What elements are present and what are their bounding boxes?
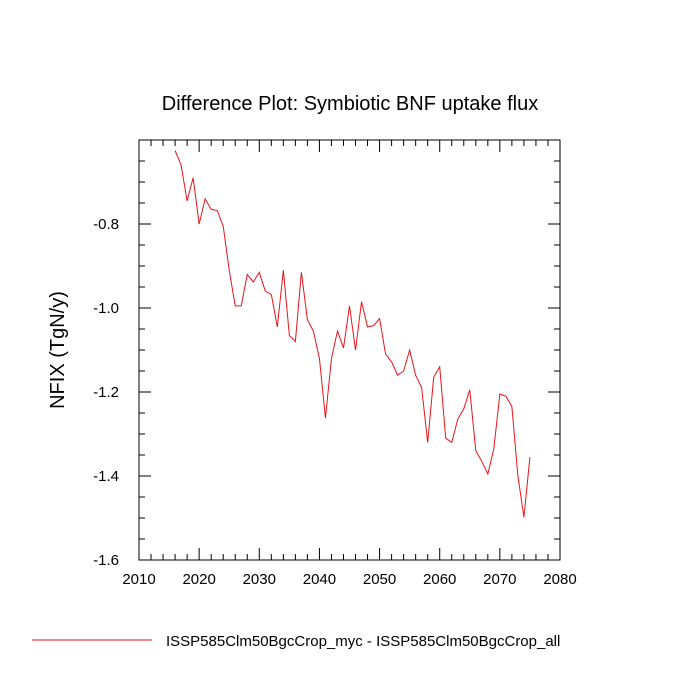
y-tick-label: -1.2 [93,384,119,401]
y-tick-label: -1.0 [93,300,119,317]
x-tick-label: 2040 [303,571,336,588]
y-tick-label: -1.4 [93,468,119,485]
plot-area: 2010 2020 2030 2040 2050 2060 2070 2080 -1.6 -1.4… [93,139,577,588]
y-axis-label: NFIX (TgN/y) [47,291,69,409]
chart-title: Difference Plot: Symbiotic BNF uptake fl… [162,93,538,115]
x-tick-label: 2060 [423,571,456,588]
x-tick-label: 2010 [122,571,155,588]
x-tick-label: 2070 [483,571,516,588]
x-tick-label: 2050 [363,571,396,588]
y-tick-label: -1.6 [93,552,119,569]
legend-label: ISSP585Clm50BgcCrop_myc - ISSP585Clm50Bg… [166,633,560,650]
x-tick-label: 2030 [243,571,276,588]
legend: ISSP585Clm50BgcCrop_myc - ISSP585Clm50Bg… [32,633,560,650]
plot-frame [138,139,561,561]
x-tick-label: 2020 [182,571,215,588]
x-tick-label: 2080 [543,571,576,588]
series-line-0 [174,150,531,518]
y-tick-label: -0.8 [93,216,119,233]
